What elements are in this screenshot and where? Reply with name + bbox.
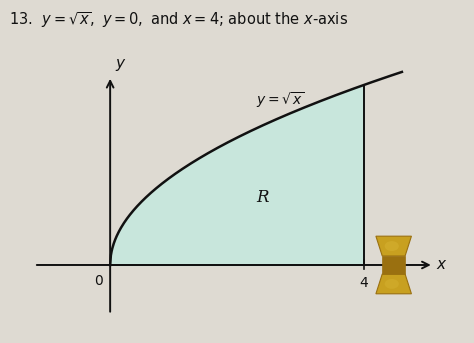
Text: R: R xyxy=(256,189,269,206)
Text: 0: 0 xyxy=(94,274,102,288)
Text: 4: 4 xyxy=(359,276,368,290)
Ellipse shape xyxy=(385,279,399,289)
Polygon shape xyxy=(376,274,411,294)
Text: y: y xyxy=(115,57,124,71)
Text: $y = \sqrt{x}$: $y = \sqrt{x}$ xyxy=(256,90,304,110)
Polygon shape xyxy=(376,236,411,256)
FancyBboxPatch shape xyxy=(382,256,405,274)
Text: 13.  $y = \sqrt{x},\ y = 0,\ \mathrm{and}\ x = 4$; about the $x$-axis: 13. $y = \sqrt{x},\ y = 0,\ \mathrm{and}… xyxy=(9,10,348,30)
Ellipse shape xyxy=(385,241,399,251)
Text: x: x xyxy=(437,258,446,272)
